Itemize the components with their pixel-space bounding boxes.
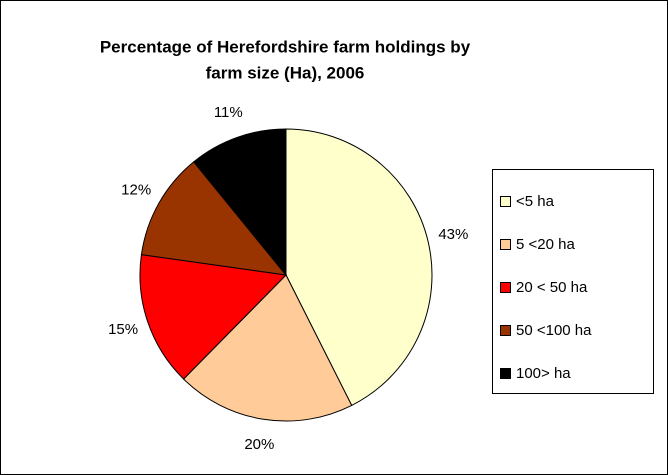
legend-label: 50 <100 ha	[516, 322, 592, 339]
pie-slice	[193, 128, 287, 277]
data-label: 15%	[108, 321, 138, 338]
chart-title: farm size (Ha), 2006	[206, 63, 365, 82]
pie-slice	[285, 128, 433, 407]
legend-box	[492, 169, 654, 394]
pie-slice	[139, 254, 288, 380]
data-label: 12%	[121, 182, 151, 199]
legend-label: <5 ha	[516, 193, 555, 210]
legend-label: 5 <20 ha	[516, 236, 575, 253]
pie-slice	[182, 274, 353, 422]
data-label: 11%	[214, 104, 243, 121]
data-label: 20%	[244, 436, 274, 453]
legend-swatch	[500, 325, 511, 336]
legend-swatch	[500, 196, 511, 207]
legend-swatch	[500, 239, 511, 250]
pie-slice	[140, 161, 288, 276]
legend-swatch	[500, 282, 511, 293]
legend-swatch	[500, 368, 511, 379]
data-label: 43%	[438, 226, 468, 243]
legend-label: 20 < 50 ha	[516, 279, 588, 296]
legend-label: 100> ha	[516, 365, 571, 382]
chart-title: Percentage of Herefordshire farm holding…	[100, 37, 471, 56]
